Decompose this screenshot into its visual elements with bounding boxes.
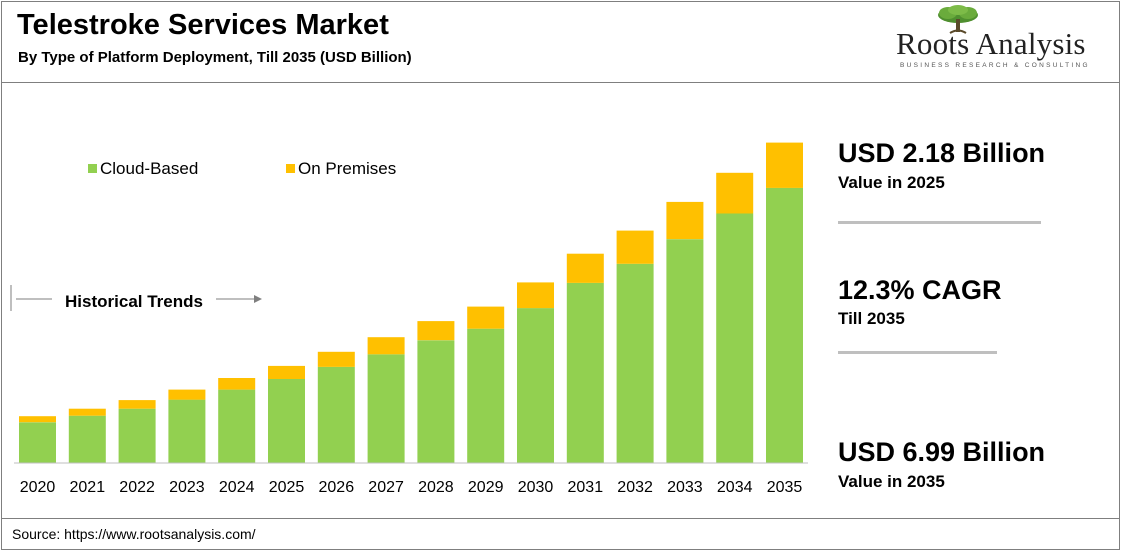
bar-on-premises-2027 — [367, 337, 405, 355]
logo-name: Roots Analysis — [896, 26, 1086, 61]
footer-divider — [1, 518, 1120, 519]
bar-cloud-based-2031 — [566, 282, 604, 463]
bar-on-premises-2023 — [168, 389, 206, 400]
x-tick-label-2033: 2033 — [667, 479, 703, 496]
x-tick-label-2025: 2025 — [269, 479, 305, 496]
roots-analysis-logo: Roots Analysis BUSINESS RESEARCH & CONSU… — [890, 4, 1105, 76]
kpi-value-2025: USD 2.18 Billion — [838, 138, 1046, 168]
tree-icon — [938, 5, 978, 34]
bar-cloud-based-2027 — [367, 354, 405, 463]
kpi-value-2035: USD 6.99 Billion — [838, 437, 1046, 467]
stacked-bar-chart: Cloud-Based On Premises Historical Trends… — [10, 142, 808, 496]
chart-title: Telestroke Services Market — [17, 9, 389, 41]
kpi-separator-1 — [838, 221, 1041, 224]
bar-cloud-based-2034 — [716, 213, 754, 463]
legend-label-on-premises: On Premises — [298, 159, 396, 178]
bar-cloud-based-2032 — [616, 263, 654, 463]
bar-on-premises-2035 — [766, 142, 803, 188]
x-tick-label-2035: 2035 — [767, 479, 803, 496]
bar-cloud-based-2021 — [68, 415, 106, 463]
bar-cloud-based-2033 — [666, 239, 704, 463]
x-tick-label-2021: 2021 — [70, 479, 106, 496]
legend-swatch-on-premises — [286, 164, 295, 173]
bar-on-premises-2034 — [716, 172, 754, 214]
x-axis-ticks: 2020 2021 2022 2023 2024 2025 2026 2027 2028 2029… — [20, 479, 803, 496]
kpi-value-cagr: 12.3% CAGR — [838, 275, 1002, 305]
bar-on-premises-2025 — [268, 365, 305, 379]
bar-on-premises-2032 — [616, 230, 654, 264]
header-divider — [1, 82, 1120, 83]
bar-cloud-based-2020 — [19, 422, 56, 463]
bar-group — [19, 142, 803, 464]
bar-cloud-based-2022 — [118, 408, 156, 463]
bar-cloud-based-2026 — [317, 366, 355, 463]
bar-cloud-based-2030 — [517, 308, 554, 463]
bar-on-premises-2022 — [118, 400, 156, 409]
x-tick-label-2031: 2031 — [568, 479, 604, 496]
x-tick-label-2034: 2034 — [717, 479, 753, 496]
kpi-label-2035: Value in 2035 — [838, 472, 945, 491]
x-tick-label-2030: 2030 — [518, 479, 554, 496]
bar-cloud-based-2023 — [168, 399, 206, 463]
bar-on-premises-2026 — [317, 351, 355, 367]
bar-cloud-based-2025 — [268, 379, 305, 463]
x-tick-label-2026: 2026 — [319, 479, 355, 496]
bar-on-premises-2028 — [417, 321, 455, 341]
bar-on-premises-2030 — [517, 282, 554, 309]
x-tick-label-2032: 2032 — [617, 479, 653, 496]
logo-tagline: BUSINESS RESEARCH & CONSULTING — [900, 62, 1090, 69]
bar-on-premises-2024 — [218, 378, 256, 390]
x-tick-label-2024: 2024 — [219, 479, 255, 496]
legend-label-cloud-based: Cloud-Based — [100, 159, 198, 178]
bar-cloud-based-2028 — [417, 340, 455, 463]
bar-on-premises-2029 — [467, 306, 505, 329]
annotation-label: Historical Trends — [65, 292, 203, 311]
bar-cloud-based-2035 — [766, 187, 803, 464]
bar-on-premises-2033 — [666, 201, 704, 240]
kpi-separator-2 — [838, 351, 997, 354]
kpi-label-2025: Value in 2025 — [838, 173, 945, 192]
kpi-label-cagr: Till 2035 — [838, 309, 905, 328]
bar-on-premises-2020 — [19, 416, 56, 423]
historical-trends-annotation: Historical Trends — [10, 285, 262, 311]
x-tick-label-2028: 2028 — [418, 479, 454, 496]
x-tick-label-2027: 2027 — [368, 479, 404, 496]
annotation-arrow-icon — [254, 295, 262, 303]
x-tick-label-2029: 2029 — [468, 479, 504, 496]
bar-cloud-based-2024 — [218, 389, 256, 463]
chart-subtitle: By Type of Platform Deployment, Till 203… — [18, 49, 412, 66]
bar-on-premises-2031 — [566, 253, 604, 283]
source-note: Source: https://www.rootsanalysis.com/ — [12, 526, 256, 542]
legend-swatch-cloud-based — [88, 164, 97, 173]
bar-on-premises-2021 — [68, 408, 106, 416]
bar-cloud-based-2029 — [467, 328, 505, 463]
x-tick-label-2022: 2022 — [119, 479, 155, 496]
chart-legend: Cloud-Based On Premises — [88, 159, 396, 178]
x-tick-label-2023: 2023 — [169, 479, 205, 496]
x-tick-label-2020: 2020 — [20, 479, 56, 496]
